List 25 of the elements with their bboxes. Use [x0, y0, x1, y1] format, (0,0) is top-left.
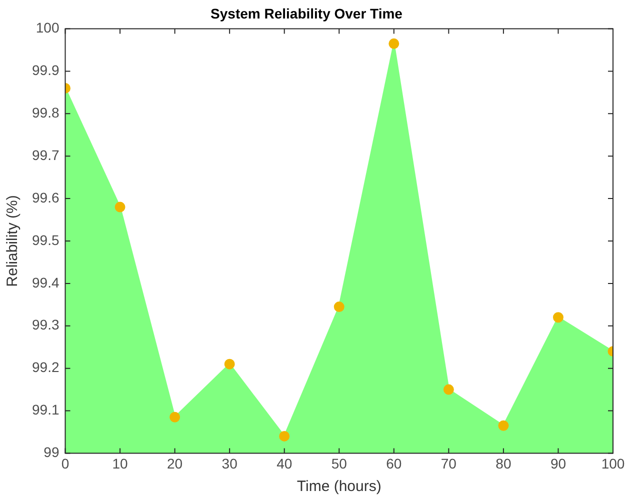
y-tick-label: 99.4	[32, 274, 60, 290]
x-tick-label: 90	[550, 455, 566, 472]
x-tick-label: 0	[61, 455, 70, 472]
x-tick-label: 70	[440, 455, 457, 472]
x-tick-label: 50	[331, 455, 348, 472]
y-tick-label: 99.3	[32, 316, 60, 333]
chart-title: System Reliability Over Time	[210, 5, 403, 22]
y-tick-label: 99.8	[32, 104, 60, 121]
x-tick-label: 40	[276, 455, 292, 472]
x-tick-label: 60	[386, 455, 402, 472]
y-tick-label: 99.9	[32, 62, 60, 78]
y-tick-label: 99.7	[32, 146, 60, 163]
x-tick-label: 10	[112, 455, 128, 472]
x-tick-label: 20	[167, 455, 183, 472]
y-axis-title: Reliability (%)	[4, 195, 22, 287]
x-tick-label: 80	[496, 455, 512, 472]
y-tick-label: 100	[36, 20, 60, 36]
y-tick-label: 99.5	[32, 232, 60, 248]
x-axis-title: Time (hours)	[296, 478, 382, 496]
y-tick-label: 99.2	[32, 359, 60, 376]
y-tick-label: 99	[44, 444, 60, 460]
x-tick-label: 100	[601, 455, 625, 472]
y-tick-label: 99.6	[32, 189, 60, 206]
x-tick-label: 30	[222, 455, 238, 472]
y-tick-label: 99.1	[32, 402, 60, 418]
